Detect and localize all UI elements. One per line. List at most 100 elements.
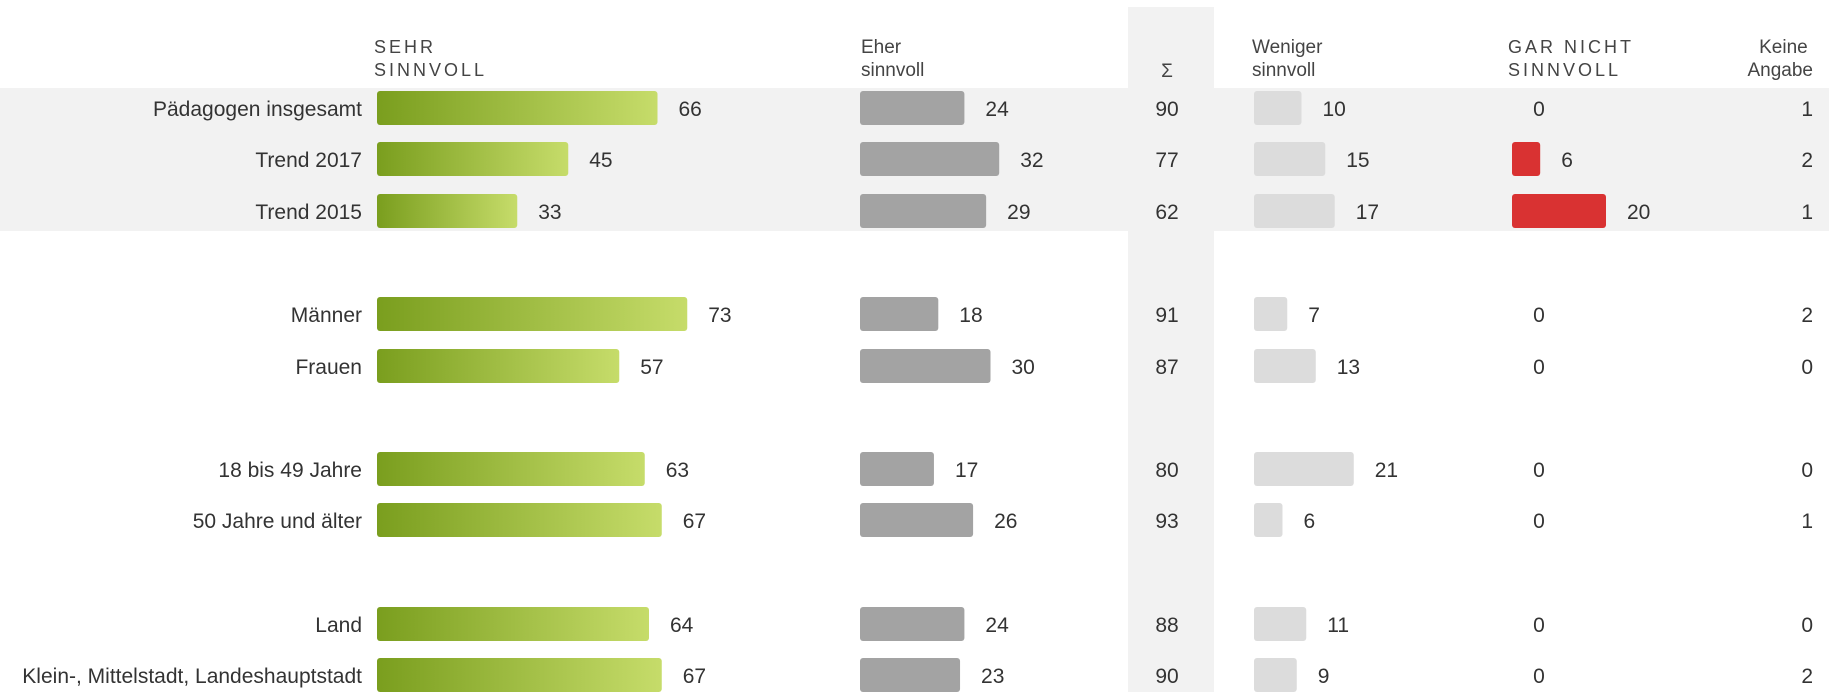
- header-weniger-sinnvoll: Weniger sinnvoll: [1252, 37, 1328, 81]
- row-label: Pädagogen insgesamt: [153, 98, 362, 121]
- bar-eher-sinnvoll: [860, 142, 1000, 176]
- value-gar-nicht-sinnvoll: 6: [1561, 149, 1573, 172]
- value-sehr-sinnvoll: 64: [670, 614, 694, 637]
- bar-sehr-sinnvoll: [377, 194, 518, 228]
- value-eher-sinnvoll: 24: [985, 98, 1009, 121]
- value-weniger-sinnvoll: 6: [1304, 510, 1316, 533]
- row-label: Trend 2017: [255, 149, 362, 172]
- value-keine-angabe: 1: [1801, 98, 1813, 121]
- value-sehr-sinnvoll: 57: [640, 356, 663, 379]
- row-label: Frauen: [295, 356, 362, 379]
- table-row: Klein-, Mittelstadt, Landeshauptstadt 67 2…: [22, 658, 1813, 692]
- value-gar-nicht-sinnvoll: 0: [1533, 356, 1545, 379]
- value-gar-nicht-sinnvoll: 0: [1533, 459, 1545, 482]
- bar-eher-sinnvoll: [860, 349, 991, 383]
- table-row: Trend 2015 33 29 62 17 20 1: [255, 194, 1813, 228]
- table-row: Frauen 57 30 87 13 0 0: [295, 349, 1813, 383]
- bar-weniger-sinnvoll: [1254, 142, 1326, 176]
- value-weniger-sinnvoll: 13: [1337, 356, 1360, 379]
- bar-eher-sinnvoll: [860, 297, 939, 331]
- value-gar-nicht-sinnvoll: 0: [1533, 510, 1545, 533]
- value-keine-angabe: 0: [1801, 614, 1813, 637]
- value-gar-nicht-sinnvoll: 0: [1533, 304, 1545, 327]
- value-gar-nicht-sinnvoll: 0: [1533, 98, 1545, 121]
- value-sehr-sinnvoll: 67: [683, 665, 706, 688]
- bar-sehr-sinnvoll: [377, 349, 620, 383]
- value-eher-sinnvoll: 23: [981, 665, 1004, 688]
- value-weniger-sinnvoll: 10: [1323, 98, 1346, 121]
- value-keine-angabe: 0: [1801, 459, 1813, 482]
- row-label: Männer: [291, 304, 362, 327]
- value-sehr-sinnvoll: 33: [538, 201, 561, 224]
- header-sehr-sinnvoll: SEHR SINNVOLL: [374, 37, 487, 80]
- value-eher-sinnvoll: 26: [994, 510, 1017, 533]
- value-weniger-sinnvoll: 7: [1308, 304, 1320, 327]
- value-sehr-sinnvoll: 63: [666, 459, 689, 482]
- value-sehr-sinnvoll: 66: [679, 98, 702, 121]
- value-keine-angabe: 2: [1801, 304, 1813, 327]
- table-row: Pädagogen insgesamt 66 24 90 10 0 1: [153, 91, 1813, 125]
- value-weniger-sinnvoll: 9: [1318, 665, 1330, 688]
- value-sum: 87: [1155, 356, 1178, 379]
- bar-eher-sinnvoll: [860, 607, 965, 641]
- table-row: 18 bis 49 Jahre 63 17 80 21 0 0: [218, 452, 1813, 486]
- bar-weniger-sinnvoll: [1254, 194, 1335, 228]
- bar-gar-nicht-sinnvoll: [1512, 142, 1541, 176]
- bar-eher-sinnvoll: [860, 452, 934, 486]
- bar-sehr-sinnvoll: [377, 142, 569, 176]
- header-eher-sinnvoll: Eher sinnvoll: [861, 37, 924, 81]
- bar-weniger-sinnvoll: [1254, 349, 1316, 383]
- bar-weniger-sinnvoll: [1254, 503, 1283, 537]
- bar-weniger-sinnvoll: [1254, 91, 1302, 125]
- header-gar-nicht-sinnvoll: GAR NICHT SINNVOLL: [1508, 37, 1642, 80]
- value-eher-sinnvoll: 17: [955, 459, 978, 482]
- value-sum: 62: [1155, 201, 1178, 224]
- value-gar-nicht-sinnvoll: 20: [1627, 201, 1650, 224]
- value-keine-angabe: 2: [1801, 665, 1813, 688]
- row-label: 18 bis 49 Jahre: [218, 459, 362, 482]
- bar-sehr-sinnvoll: [377, 452, 645, 486]
- value-eher-sinnvoll: 29: [1007, 201, 1030, 224]
- value-sum: 80: [1155, 459, 1178, 482]
- header-sum: Σ: [1161, 61, 1173, 82]
- bar-weniger-sinnvoll: [1254, 607, 1307, 641]
- value-eher-sinnvoll: 18: [959, 304, 982, 327]
- value-sehr-sinnvoll: 67: [683, 510, 706, 533]
- bar-eher-sinnvoll: [860, 503, 974, 537]
- value-sum: 90: [1155, 98, 1178, 121]
- value-sehr-sinnvoll: 45: [589, 149, 612, 172]
- value-sum: 88: [1155, 614, 1178, 637]
- bar-weniger-sinnvoll: [1254, 452, 1354, 486]
- bar-eher-sinnvoll: [860, 91, 965, 125]
- bar-gar-nicht-sinnvoll: [1512, 194, 1606, 228]
- table-row: Trend 2017 45 32 77 15 6 2: [255, 142, 1813, 176]
- table-row: Land 64 24 88 11 0 0: [315, 607, 1813, 641]
- header-keine-angabe: Keine Angabe: [1747, 37, 1813, 81]
- bar-eher-sinnvoll: [860, 194, 987, 228]
- row-label: Trend 2015: [255, 201, 362, 224]
- value-eher-sinnvoll: 30: [1012, 356, 1035, 379]
- bar-sehr-sinnvoll: [377, 297, 688, 331]
- value-keine-angabe: 2: [1801, 149, 1813, 172]
- table-row: 50 Jahre und älter 67 26 93 6 0 1: [193, 503, 1813, 537]
- value-gar-nicht-sinnvoll: 0: [1533, 665, 1545, 688]
- value-sehr-sinnvoll: 73: [708, 304, 731, 327]
- bar-sehr-sinnvoll: [377, 503, 662, 537]
- value-keine-angabe: 1: [1801, 510, 1813, 533]
- value-weniger-sinnvoll: 17: [1356, 201, 1379, 224]
- value-eher-sinnvoll: 24: [985, 614, 1009, 637]
- value-keine-angabe: 0: [1801, 356, 1813, 379]
- value-eher-sinnvoll: 32: [1020, 149, 1043, 172]
- value-sum: 93: [1155, 510, 1178, 533]
- row-label: Land: [315, 614, 362, 637]
- bar-eher-sinnvoll: [860, 658, 961, 692]
- bar-weniger-sinnvoll: [1254, 297, 1288, 331]
- value-sum: 90: [1155, 665, 1178, 688]
- value-weniger-sinnvoll: 21: [1375, 459, 1398, 482]
- value-weniger-sinnvoll: 15: [1346, 149, 1369, 172]
- bar-sehr-sinnvoll: [377, 607, 649, 641]
- row-label: Klein-, Mittelstadt, Landeshauptstadt: [22, 665, 362, 688]
- bar-weniger-sinnvoll: [1254, 658, 1297, 692]
- row-label: 50 Jahre und älter: [193, 510, 362, 533]
